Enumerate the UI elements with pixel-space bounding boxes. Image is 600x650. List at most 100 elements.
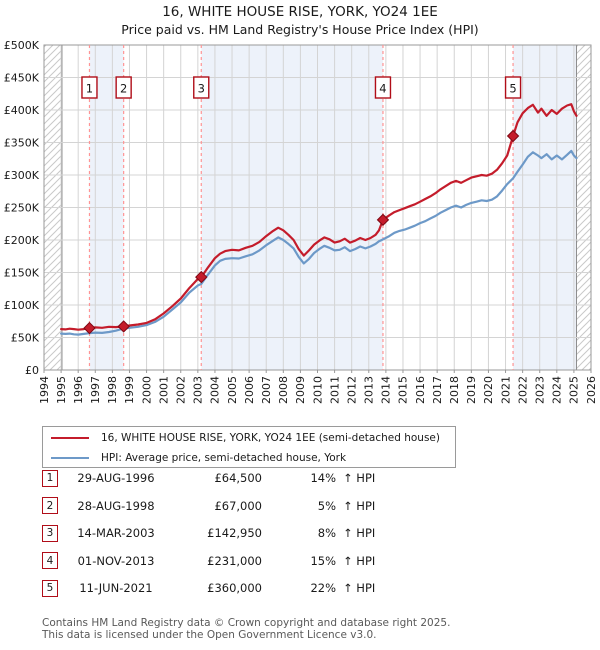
y-tick-label: £300K <box>4 169 40 182</box>
x-tick-label: 1994 <box>38 376 51 404</box>
sale-date: 28-AUG-1998 <box>77 498 155 513</box>
x-tick-label: 2001 <box>157 376 170 404</box>
y-tick-label: £150K <box>4 267 40 280</box>
sale-price: £231,000 <box>207 553 262 568</box>
sale-date: 14-MAR-2003 <box>77 526 155 540</box>
x-tick-label: 2012 <box>345 376 358 404</box>
sale-number-badge: 5 <box>42 579 58 597</box>
x-tick-label: 2005 <box>226 376 239 404</box>
sale-row: 4 01-NOV-2013 £231,000 15% ↑ HPI <box>42 552 562 569</box>
sale-point-diamond <box>376 213 390 227</box>
sale-point-diamond <box>83 321 96 335</box>
x-tick-label: 2016 <box>414 376 427 404</box>
hpi-arrow-label: ↑ HPI <box>343 526 376 540</box>
y-tick-label: £450K <box>4 72 40 85</box>
sale-date: 29-AUG-1996 <box>77 471 155 485</box>
footer-line-1: Contains HM Land Registry data © Crown c… <box>42 617 451 629</box>
x-tick-label: 2025 <box>568 376 581 404</box>
sale-point-diamond <box>117 320 130 333</box>
sale-pct-vs-hpi: 8% <box>317 526 336 540</box>
sale-price: £67,000 <box>214 498 262 513</box>
y-tick-label: £50K <box>11 332 40 345</box>
x-tick-label: 1996 <box>72 376 85 404</box>
x-tick-label: 2008 <box>277 376 290 404</box>
y-tick-label: £350K <box>4 137 40 150</box>
sale-price: £360,000 <box>207 581 262 595</box>
x-tick-label: 2024 <box>551 376 564 404</box>
x-tick-label: 2009 <box>294 376 307 404</box>
sale-number-label: 4 <box>379 82 386 96</box>
legend: 16, WHITE HOUSE RISE, YORK, YO24 1EE (se… <box>42 426 456 468</box>
sales-table: 1 29-AUG-1996 £64,500 14% ↑ HPI 2 28-AUG-1998 £… <box>42 469 562 608</box>
x-tick-label: 1998 <box>106 376 119 404</box>
x-tick-label: 2014 <box>380 376 393 404</box>
x-tick-label: 1995 <box>55 376 68 404</box>
hpi-arrow-label: ↑ HPI <box>343 471 376 485</box>
footer-line-2: This data is licensed under the Open Gov… <box>42 629 377 641</box>
sale-price: £142,950 <box>207 526 262 540</box>
y-tick-label: £500K <box>4 39 40 52</box>
x-tick-label: 2019 <box>465 376 478 404</box>
sale-number-badge: 2 <box>42 497 58 514</box>
x-tick-label: 2015 <box>397 376 410 404</box>
x-tick-label: 2023 <box>533 376 546 404</box>
sale-pct-vs-hpi: 14% <box>310 471 336 485</box>
y-tick-label: £200K <box>4 234 40 247</box>
x-tick-label: 2000 <box>140 376 153 404</box>
sale-row: 2 28-AUG-1998 £67,000 5% ↑ HPI <box>42 497 562 514</box>
sale-number-box <box>193 76 210 99</box>
page-subtitle: Price paid vs. HM Land Registry's House … <box>121 22 479 37</box>
series-line <box>59 103 578 331</box>
sale-number-label: 2 <box>120 82 127 96</box>
legend-item-hpi: HPI: Average price, semi-detached house,… <box>43 448 455 467</box>
x-tick-label: 2020 <box>482 376 495 404</box>
sale-number-box <box>504 76 522 99</box>
sale-row: 5 11-JUN-2021 £360,000 22% ↑ HPI <box>42 579 562 597</box>
x-tick-label: 2007 <box>260 376 273 404</box>
sale-number-label: 3 <box>198 82 205 96</box>
hpi-arrow-label: ↑ HPI <box>343 498 376 513</box>
x-tick-label: 2022 <box>516 376 529 404</box>
x-tick-label: 2003 <box>192 376 205 404</box>
sale-number-label: 1 <box>86 82 93 96</box>
x-tick-label: 2006 <box>243 376 256 404</box>
legend-label-hpi: HPI: Average price, semi-detached house,… <box>101 451 347 464</box>
x-tick-label: 2026 <box>585 376 598 404</box>
sale-number-box <box>115 76 132 99</box>
x-tick-label: 1997 <box>89 376 102 404</box>
series-line <box>59 149 578 336</box>
y-tick-label: £0 <box>25 364 39 377</box>
sale-date: 01-NOV-2013 <box>77 553 155 568</box>
sale-number-badge: 3 <box>42 524 58 542</box>
hpi-arrow-label: ↑ HPI <box>343 581 376 595</box>
page-title: 16, WHITE HOUSE RISE, YORK, YO24 1EE <box>162 4 438 20</box>
y-tick-label: £100K <box>4 299 40 312</box>
x-tick-label: 1999 <box>123 376 136 404</box>
x-tick-label: 2010 <box>311 376 324 404</box>
sale-point-diamond <box>195 270 208 284</box>
hpi-line-swatch <box>51 456 89 459</box>
x-tick-label: 2018 <box>448 376 461 404</box>
sale-pct-vs-hpi: 5% <box>317 498 336 513</box>
sale-price: £64,500 <box>214 471 262 485</box>
sale-date: 11-JUN-2021 <box>79 581 153 595</box>
license-footer: Contains HM Land Registry data © Crown c… <box>42 617 582 641</box>
x-tick-label: 2013 <box>363 376 376 404</box>
sale-pct-vs-hpi: 15% <box>310 553 336 568</box>
legend-label-property: 16, WHITE HOUSE RISE, YORK, YO24 1EE (se… <box>101 431 440 444</box>
sale-number-badge: 4 <box>42 552 58 569</box>
sale-row: 1 29-AUG-1996 £64,500 14% ↑ HPI <box>42 469 562 487</box>
property-line-swatch <box>51 436 89 439</box>
y-tick-label: £250K <box>4 202 40 215</box>
sale-number-label: 5 <box>509 82 516 96</box>
sale-pct-vs-hpi: 22% <box>310 581 336 595</box>
sale-number-badge: 1 <box>42 469 58 487</box>
sale-number-box <box>81 76 98 99</box>
sale-number-box <box>374 76 392 99</box>
sale-row: 3 14-MAR-2003 £142,950 8% ↑ HPI <box>42 524 562 542</box>
x-tick-label: 2004 <box>209 376 222 404</box>
x-tick-label: 2002 <box>174 376 187 404</box>
x-tick-label: 2011 <box>328 376 341 404</box>
legend-item-property: 16, WHITE HOUSE RISE, YORK, YO24 1EE (se… <box>43 428 455 447</box>
